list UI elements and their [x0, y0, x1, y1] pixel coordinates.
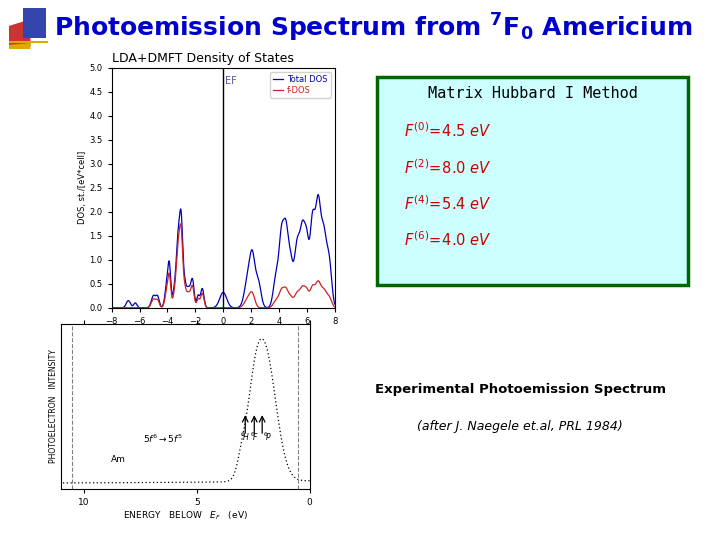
f-DOS [324, 292, 333, 298]
f-DOS [330, 303, 339, 310]
Text: $^6\!F$: $^6\!F$ [250, 431, 258, 443]
Total DOS [210, 304, 219, 310]
X-axis label: Energy, eV: Energy, eV [197, 332, 250, 341]
f-DOS [107, 305, 116, 311]
Text: $^6\!P$: $^6\!P$ [264, 431, 272, 443]
Polygon shape [9, 43, 30, 49]
Text: Am: Am [111, 455, 126, 464]
Total DOS [324, 247, 333, 253]
Total DOS [119, 304, 127, 310]
Text: LDA+DMFT Density of States: LDA+DMFT Density of States [112, 52, 294, 65]
Text: $F^{(0)}\!=\!4.5\ eV$: $F^{(0)}\!=\!4.5\ eV$ [404, 122, 492, 140]
Text: (after J. Naegele et.al, PRL 1984): (after J. Naegele et.al, PRL 1984) [418, 420, 623, 433]
Text: Photoemission Spectrum from $\mathbf{^7F_0}$ Americium: Photoemission Spectrum from $\mathbf{^7F… [54, 12, 693, 44]
Y-axis label: PHOTOELECTRON   INTENSITY: PHOTOELECTRON INTENSITY [50, 349, 58, 463]
Text: $F^{(4)}\!=\!5.4\ eV$: $F^{(4)}\!=\!5.4\ eV$ [404, 194, 492, 213]
Total DOS [330, 301, 339, 307]
f-DOS [210, 305, 219, 311]
f-DOS [176, 220, 185, 227]
Total DOS [107, 305, 116, 311]
f-DOS [119, 305, 127, 311]
Text: $5f^6{\rightarrow}5f^5$: $5f^6{\rightarrow}5f^5$ [143, 432, 183, 444]
Legend: Total DOS, f-DOS: Total DOS, f-DOS [270, 72, 330, 98]
Y-axis label: DOS, st./[eV*cell]: DOS, st./[eV*cell] [78, 151, 86, 224]
Text: Experimental Photoemission Spectrum: Experimental Photoemission Spectrum [374, 383, 666, 396]
f-DOS [216, 305, 225, 311]
Text: Matrix Hubbard I Method: Matrix Hubbard I Method [428, 86, 638, 100]
Total DOS [314, 191, 323, 198]
Bar [22, 8, 46, 37]
Text: EF: EF [225, 76, 237, 86]
Polygon shape [9, 19, 30, 47]
FancyBboxPatch shape [377, 77, 688, 285]
f-DOS [283, 287, 292, 293]
Total DOS [216, 294, 225, 301]
Total DOS [324, 246, 333, 253]
Line: Total DOS: Total DOS [112, 194, 335, 308]
Line: f-DOS: f-DOS [112, 224, 335, 308]
f-DOS [324, 292, 333, 298]
Total DOS [283, 226, 292, 233]
Text: $F^{(2)}\!=\!8.0\ eV$: $F^{(2)}\!=\!8.0\ eV$ [404, 158, 492, 177]
Text: $^6\!H$: $^6\!H$ [240, 431, 250, 443]
X-axis label: ENERGY   BELOW   $E_F$   (eV): ENERGY BELOW $E_F$ (eV) [123, 510, 248, 522]
Text: $F^{(6)}\!=\!4.0\ eV$: $F^{(6)}\!=\!4.0\ eV$ [404, 231, 492, 249]
